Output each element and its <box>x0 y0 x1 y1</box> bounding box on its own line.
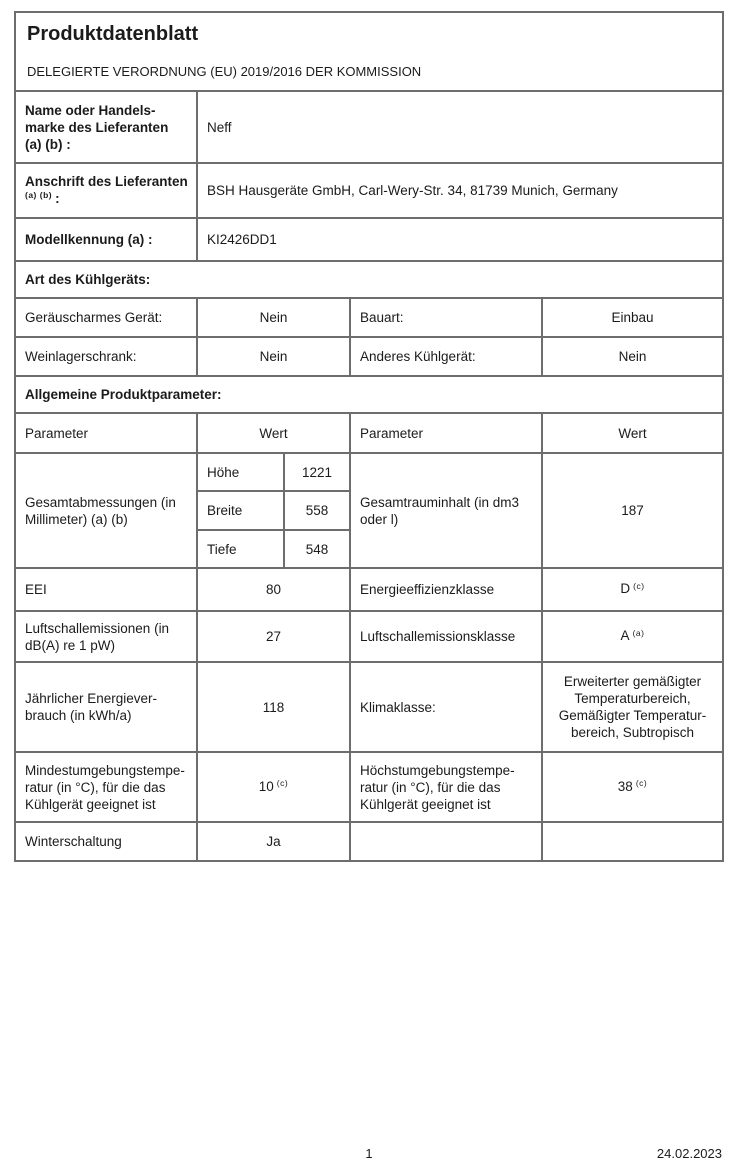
type-section-heading: Art des Kühlgeräts: <box>13 260 725 299</box>
column-header-value-right: Wert <box>540 412 725 454</box>
energy-class-value: D (c) <box>540 567 725 612</box>
footer-date: 24.02.2023 <box>656 1146 722 1161</box>
footnote-marker: (c) <box>633 580 645 591</box>
supplier-address-label: Anschrift des Lieferanten (a) (b): <box>14 162 198 219</box>
volume-value: 187 <box>540 452 725 569</box>
dimension-value: 1221 <box>283 452 351 492</box>
noise-class-value: A (a) <box>540 610 725 663</box>
dimension-name: Höhe <box>196 452 285 492</box>
param-value: Einbau <box>540 297 725 338</box>
dimensions-label: Gesamtabmessungen (in Millimeter) (a) (b… <box>14 452 198 569</box>
supplier-address-value: BSH Hausgeräte GmbH, Carl-Wery-Str. 34, … <box>195 162 725 219</box>
supplier-name-value: Neff <box>195 90 725 164</box>
noise-class-label: Luftschallemissionsklasse <box>349 610 543 663</box>
dimension-value: 558 <box>283 490 351 531</box>
annual-energy-value: 118 <box>196 661 351 753</box>
dimensions-label-text: Gesamtabmessungen (in Millimeter) (a) (b… <box>25 494 176 527</box>
param-value: Nein <box>196 297 351 338</box>
dimension-name: Tiefe <box>196 529 285 569</box>
document-title: Produktdatenblatt <box>27 23 199 45</box>
column-header-parameter-right: Parameter <box>349 412 543 454</box>
dimension-value: 548 <box>283 529 351 569</box>
column-header-parameter-left: Parameter <box>14 412 198 454</box>
supplier-name-label-text: Name oder Handels- marke des Lieferanten… <box>25 102 169 152</box>
param-label: Bauart: <box>349 297 543 338</box>
general-section-heading: Allgemeine Produktparameter: <box>13 375 725 414</box>
eei-value: 80 <box>196 567 351 612</box>
min-ambient-label: Mindestumgebungstempe- ratur (in °C), fü… <box>14 751 198 823</box>
annual-energy-label-text: Jährlicher Energiever- brauch (in kWh/a) <box>25 691 158 723</box>
min-ambient-label-text: Mindestumgebungstempe- ratur (in °C), fü… <box>25 762 185 812</box>
footer-page-number: 1 <box>365 1146 373 1161</box>
min-ambient-number: 10 <box>258 778 274 794</box>
product-datasheet-table: Produktdatenblatt DELEGIERTE VERORDNUNG … <box>13 11 725 862</box>
noise-value: 27 <box>196 610 351 663</box>
footnote-marker: (c) <box>276 778 289 788</box>
volume-label: Gesamtrauminhalt (in dm3 oder l) <box>349 452 543 569</box>
param-label: Anderes Kühlgerät: <box>349 336 543 377</box>
footnote-marker: (a) <box>632 627 645 638</box>
noise-label: Luftschallemissionen (in dB(A) re 1 pW) <box>14 610 198 663</box>
climate-class-label: Klimaklasse: <box>349 661 543 753</box>
winter-setting-value: Ja <box>196 821 351 862</box>
model-id-value: KI2426DD1 <box>195 217 725 262</box>
supplier-address-label-text: Anschrift des Lieferanten <box>25 173 188 189</box>
supplier-address-label-notes: (a) (b): <box>25 190 190 209</box>
dimension-name: Breite <box>196 490 285 531</box>
climate-class-value-text: Erweiterter gemäßigter Temperaturbereich… <box>558 674 707 740</box>
label-colon: : <box>55 190 60 206</box>
winter-setting-label: Winterschaltung <box>14 821 198 862</box>
energy-class-letter: D <box>620 581 631 596</box>
document-header-cell: Produktdatenblatt DELEGIERTE VERORDNUNG … <box>13 11 725 92</box>
max-ambient-label-text: Höchstumgebungstempe- ratur (in °C), für… <box>360 762 515 812</box>
supplier-name-label: Name oder Handels- marke des Lieferanten… <box>14 90 198 164</box>
noise-label-text: Luftschallemissionen (in dB(A) re 1 pW) <box>25 620 170 653</box>
model-id-label: Modellkennung (a) : <box>14 217 198 262</box>
param-label: Geräuscharmes Gerät: <box>14 297 198 338</box>
annual-energy-label: Jährlicher Energiever- brauch (in kWh/a) <box>14 661 198 753</box>
max-ambient-value: 38 (c) <box>540 751 725 823</box>
param-value: Nein <box>196 336 351 377</box>
min-ambient-value: 10 (c) <box>196 751 351 823</box>
max-ambient-number: 38 <box>617 778 633 794</box>
regulation-subtitle: DELEGIERTE VERORDNUNG (EU) 2019/2016 DER… <box>27 64 422 79</box>
max-ambient-label: Höchstumgebungstempe- ratur (in °C), für… <box>349 751 543 823</box>
param-label: Weinlagerschrank: <box>14 336 198 377</box>
footnote-marker: (c) <box>635 778 648 788</box>
param-value: Nein <box>540 336 725 377</box>
eei-label: EEI <box>14 567 198 612</box>
column-header-value-left: Wert <box>196 412 351 454</box>
volume-label-text: Gesamtrauminhalt (in dm3 oder l) <box>360 494 520 527</box>
noise-class-letter: A <box>620 628 630 643</box>
climate-class-value: Erweiterter gemäßigter Temperaturbereich… <box>540 661 725 753</box>
empty-cell <box>540 821 725 862</box>
footnote-marker: (a) (b) <box>25 190 53 200</box>
empty-cell <box>349 821 543 862</box>
energy-class-label: Energieeffizienzklasse <box>349 567 543 612</box>
